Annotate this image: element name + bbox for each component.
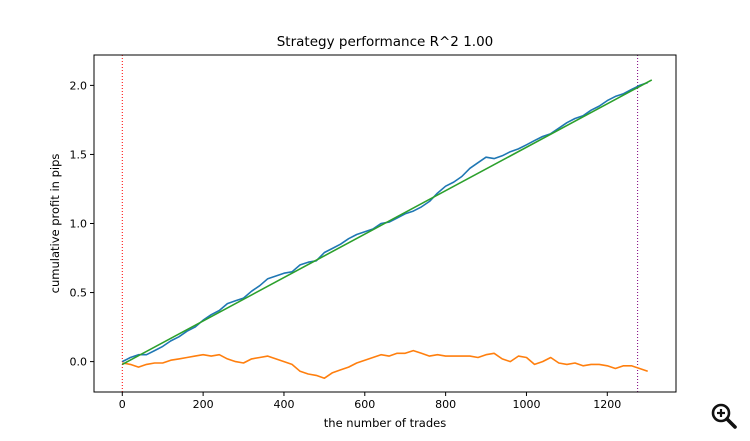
series-lines (121, 79, 653, 380)
x-tick-label: 400 (273, 398, 294, 411)
x-tick-label: 600 (354, 398, 375, 411)
x-axis-label: the number of trades (324, 416, 446, 430)
x-tick-label: 800 (435, 398, 456, 411)
x-axis: 0 200 400 600 800 1000 1200 (119, 392, 621, 411)
x-tick-label: 1000 (512, 398, 540, 411)
series-line-deviation (122, 349, 648, 380)
y-tick-label: 1.0 (70, 218, 88, 231)
chart-title: Strategy performance R^2 1.00 (277, 34, 494, 50)
x-tick-label: 1200 (593, 398, 621, 411)
series-line-trend (121, 79, 653, 366)
y-tick-label: 0.0 (70, 356, 88, 369)
y-axis: 0.0 0.5 1.0 1.5 2.0 (70, 79, 94, 369)
y-tick-label: 1.5 (70, 148, 88, 161)
y-axis-label: cumulative profit in pips (48, 154, 62, 294)
x-tick-label: 0 (119, 398, 126, 411)
y-tick-label: 2.0 (70, 79, 88, 92)
zoom-in-icon[interactable] (709, 401, 739, 431)
y-tick-label: 0.5 (70, 287, 88, 300)
x-tick-label: 200 (193, 398, 214, 411)
marker-lines (121, 55, 639, 392)
